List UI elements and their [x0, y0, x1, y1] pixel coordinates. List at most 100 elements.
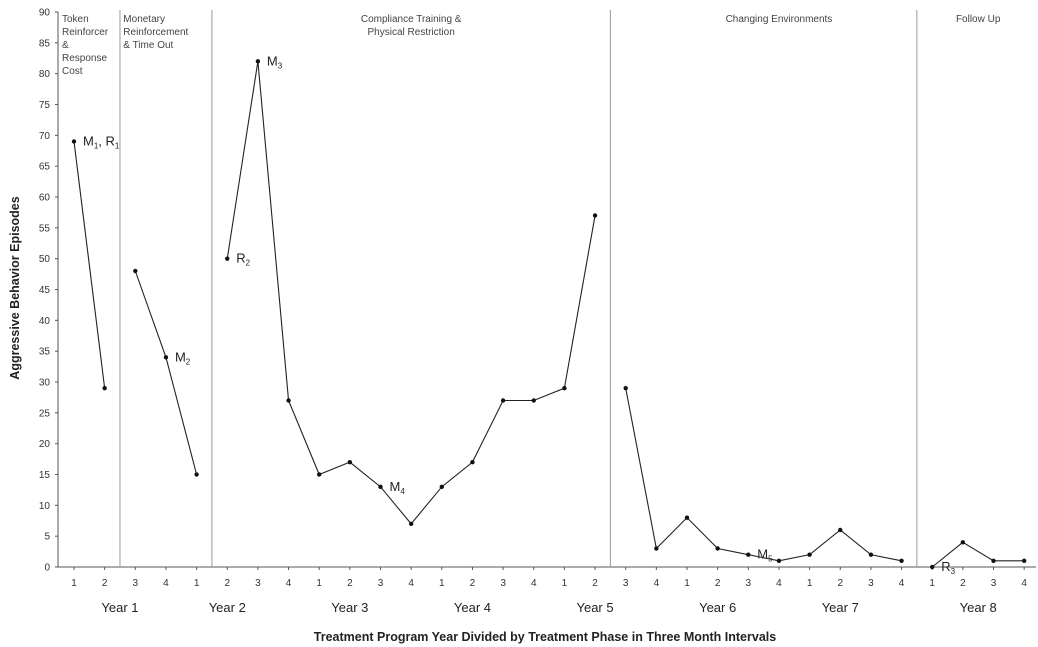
data-point: [960, 540, 966, 545]
x-tick-label: 4: [654, 578, 660, 589]
point-annotation: M5: [757, 547, 773, 564]
phase-label: Follow Up: [956, 14, 1001, 25]
y-tick-label: 65: [39, 162, 51, 173]
phase-label: & Time Out: [123, 40, 173, 51]
year-label: Year 6: [699, 600, 736, 615]
x-tick-label: 1: [929, 578, 935, 589]
data-point: [746, 552, 751, 557]
y-axis-title: Aggressive Behavior Episodes: [8, 196, 22, 379]
series-line-segment: [134, 270, 198, 475]
phase-labels: Token Reinforcer & Response Cost Monetary Rein…: [62, 10, 1001, 567]
x-tick-label: 2: [715, 578, 721, 589]
phase-label: Compliance Training &: [361, 14, 462, 25]
x-tick-label: 3: [378, 578, 384, 589]
phase-label: Reinforcement: [123, 27, 188, 38]
y-tick-label: 75: [39, 100, 51, 111]
data-series: [71, 59, 1027, 570]
phase-label: Token: [62, 14, 89, 25]
x-tick-label: 1: [194, 578, 200, 589]
phase-label: Monetary: [123, 14, 165, 25]
x-tick-label: 4: [1021, 578, 1027, 589]
data-point: [868, 552, 874, 557]
phase-label: Reinforcer: [62, 27, 109, 38]
data-point: [133, 268, 138, 274]
y-tick-label: 10: [39, 501, 51, 512]
data-point: [623, 385, 628, 391]
year-label: Year 5: [576, 600, 613, 615]
year-label: Year 2: [209, 600, 246, 615]
y-tick-label: 25: [39, 408, 51, 419]
phase-label: &: [62, 40, 69, 51]
data-point: [899, 558, 904, 564]
x-tick-label: 1: [807, 578, 813, 589]
y-tick-label: 90: [39, 8, 51, 19]
y-tick-label: 40: [39, 316, 51, 327]
year-label: Year 7: [822, 600, 859, 615]
y-tick-label: 45: [39, 285, 51, 296]
y-tick-label: 15: [39, 470, 51, 481]
phase-label: Physical Restriction: [368, 27, 455, 38]
data-point: [163, 355, 169, 360]
series-line-segment: [931, 541, 1025, 568]
y-tick-label: 5: [44, 532, 50, 543]
point-annotation: M4: [390, 479, 406, 496]
x-tick-label: 3: [500, 578, 506, 589]
y-tick-label: 80: [39, 69, 51, 80]
data-point: [807, 552, 812, 557]
data-point: [102, 385, 107, 391]
data-point: [317, 472, 322, 477]
x-tick-label: 3: [623, 578, 629, 589]
x-tick-label: 4: [899, 578, 905, 589]
data-point: [347, 459, 353, 465]
x-tick-label: 1: [439, 578, 445, 589]
series-line-segment: [625, 388, 902, 562]
year-label: Year 4: [454, 600, 491, 615]
data-point: [286, 398, 291, 403]
x-tick-label: 2: [837, 578, 843, 589]
x-tick-label: 4: [163, 578, 169, 589]
phase-label: Changing Environments: [726, 14, 833, 25]
y-tick-label: 55: [39, 223, 51, 234]
y-tick-label: 70: [39, 131, 51, 142]
data-point: [470, 459, 475, 465]
data-point: [500, 398, 506, 403]
data-point: [1021, 558, 1027, 564]
data-point: [408, 521, 414, 527]
x-tick-label: 1: [684, 578, 690, 589]
data-point: [592, 213, 598, 218]
x-tick-label: 2: [470, 578, 476, 589]
data-point: [439, 484, 444, 490]
data-point: [930, 564, 935, 570]
x-tick-label: 2: [347, 578, 353, 589]
year-label: Year 3: [331, 600, 368, 615]
x-tick-label: 3: [991, 578, 997, 589]
data-point: [715, 546, 720, 551]
y-tick-label: 0: [44, 563, 50, 574]
phase-label: Response: [62, 53, 107, 64]
data-point: [991, 558, 996, 564]
y-tick-label: 85: [39, 38, 51, 49]
data-point: [378, 484, 383, 490]
x-axis-title: Treatment Program Year Divided by Treatm…: [314, 630, 776, 644]
data-point: [225, 256, 230, 261]
x-tick-label: 1: [316, 578, 322, 589]
x-tick-label: 1: [562, 578, 568, 589]
x-tick-label: 4: [776, 578, 782, 589]
x-tick-label: 2: [102, 578, 108, 589]
x-tick-label: 2: [592, 578, 598, 589]
data-point: [194, 472, 199, 477]
y-tick-label: 50: [39, 254, 51, 265]
x-tick-label: 3: [255, 578, 261, 589]
annotations: M1, R1 M2 R2 M3 M4 M5 R3: [83, 53, 956, 576]
y-tick-label: 20: [39, 439, 51, 450]
x-tick-label: 1: [71, 578, 77, 589]
data-point: [562, 385, 567, 391]
x-tick-label: 2: [960, 578, 966, 589]
point-annotation: M1, R1: [83, 134, 120, 151]
data-point: [776, 558, 782, 564]
data-point: [531, 398, 536, 403]
y-tick-label: 60: [39, 193, 51, 204]
series-line-segment: [73, 141, 106, 389]
data-point: [838, 527, 843, 533]
